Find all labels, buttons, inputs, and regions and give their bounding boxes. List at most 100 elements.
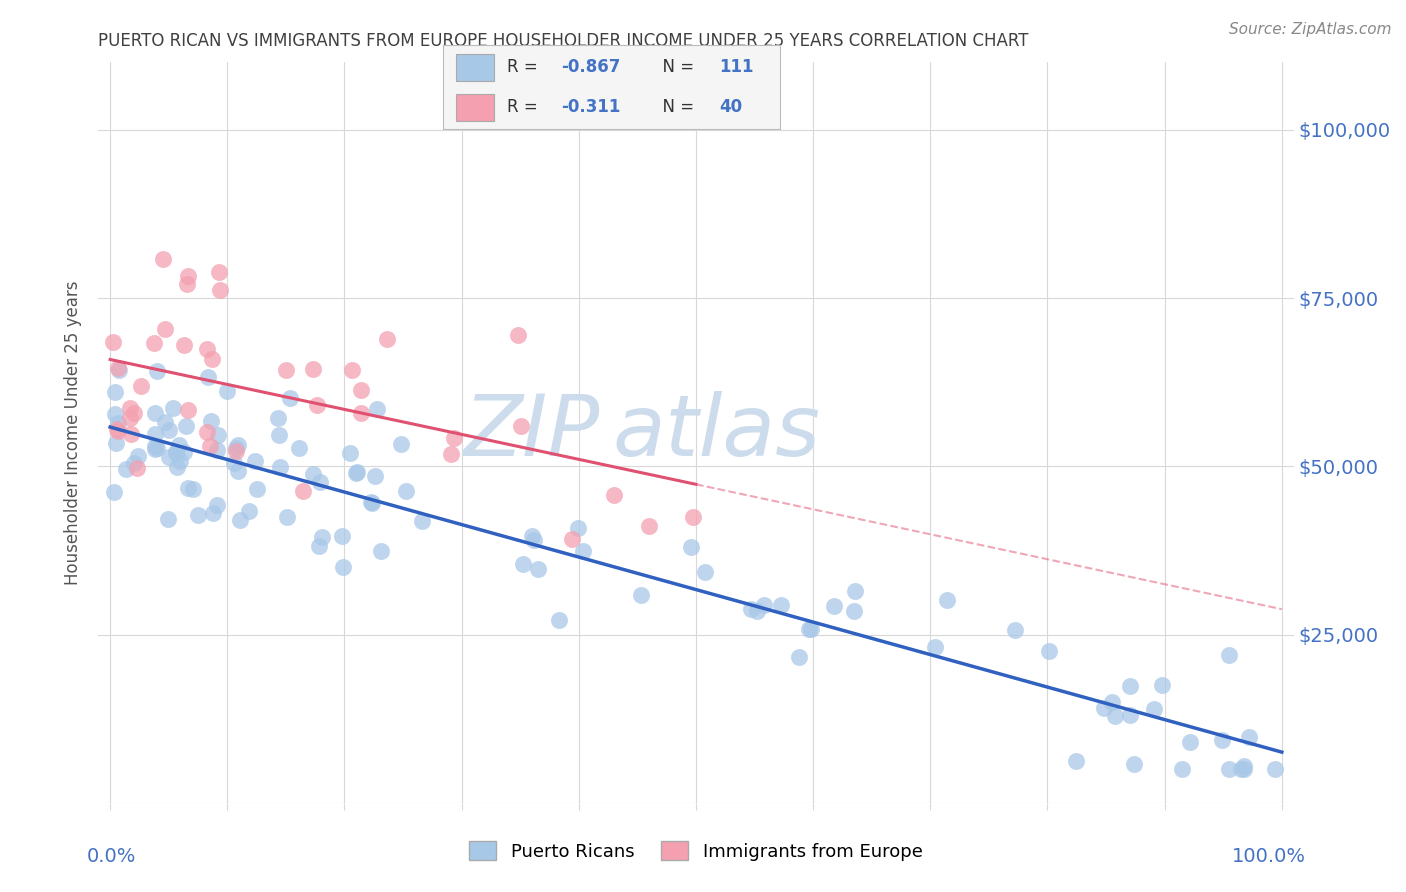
Point: [103, 485, 125, 500]
Point: [269, 428, 291, 442]
Point: [1218, 762, 1240, 776]
Point: [1118, 679, 1140, 693]
Point: [269, 460, 291, 475]
Point: [800, 622, 823, 636]
Point: [278, 391, 301, 405]
Point: [162, 401, 184, 415]
Point: [693, 565, 716, 579]
Point: [174, 419, 197, 434]
FancyBboxPatch shape: [457, 54, 494, 81]
Point: [411, 514, 433, 528]
Point: [346, 465, 368, 479]
Point: [292, 483, 315, 498]
Point: [208, 265, 231, 279]
Point: [1211, 732, 1233, 747]
Point: [177, 402, 200, 417]
Point: [302, 362, 325, 376]
Point: [1178, 734, 1201, 748]
Point: [153, 415, 176, 429]
Point: [1152, 678, 1174, 692]
Point: [572, 543, 595, 558]
Point: [1232, 758, 1254, 772]
Point: [143, 427, 166, 442]
Point: [349, 383, 371, 397]
Point: [104, 435, 127, 450]
Point: [142, 336, 165, 351]
Point: [121, 427, 143, 442]
Point: [1264, 762, 1286, 776]
Point: [344, 467, 367, 481]
Text: R =: R =: [508, 98, 543, 116]
Point: [209, 283, 232, 297]
Point: [173, 338, 195, 352]
Point: [146, 441, 169, 455]
Point: [226, 464, 249, 478]
Point: [547, 613, 569, 627]
Point: [200, 414, 222, 428]
Point: [844, 604, 866, 618]
Point: [104, 407, 127, 421]
Point: [332, 560, 354, 574]
Point: [225, 443, 247, 458]
Point: [238, 503, 260, 517]
Point: [443, 431, 465, 445]
Point: [173, 445, 195, 459]
Point: [115, 462, 138, 476]
Point: [195, 343, 218, 357]
Point: [330, 528, 353, 542]
Point: [603, 488, 626, 502]
Point: [638, 519, 661, 533]
Point: [127, 450, 149, 464]
Text: 40: 40: [720, 98, 742, 116]
Point: [935, 593, 957, 607]
Point: [177, 482, 200, 496]
Point: [308, 539, 330, 553]
Point: [395, 484, 418, 499]
FancyBboxPatch shape: [457, 94, 494, 120]
Point: [146, 364, 169, 378]
Point: [844, 584, 866, 599]
Point: [309, 475, 332, 489]
Point: [506, 327, 529, 342]
Point: [245, 454, 267, 468]
Point: [1101, 695, 1123, 709]
Point: [107, 424, 129, 438]
Point: [787, 649, 810, 664]
Point: [561, 533, 583, 547]
Text: ZIP: ZIP: [464, 391, 600, 475]
Point: [176, 277, 198, 291]
Point: [169, 453, 191, 467]
Point: [205, 498, 228, 512]
Point: [143, 406, 166, 420]
Y-axis label: Householder Income Under 25 years: Householder Income Under 25 years: [65, 280, 83, 585]
Point: [512, 557, 534, 571]
Point: [1143, 702, 1166, 716]
Point: [165, 445, 187, 459]
Point: [1170, 762, 1192, 776]
Legend: Puerto Ricans, Immigrants from Europe: Puerto Ricans, Immigrants from Europe: [463, 834, 929, 868]
Point: [1232, 762, 1254, 776]
Point: [924, 640, 946, 654]
Point: [799, 623, 821, 637]
Point: [361, 496, 384, 510]
Text: R =: R =: [508, 59, 543, 77]
Point: [276, 509, 298, 524]
Point: [103, 334, 125, 349]
Point: [108, 363, 131, 377]
Point: [187, 508, 209, 522]
Point: [288, 441, 311, 455]
Point: [350, 406, 373, 420]
Point: [118, 401, 141, 416]
Point: [181, 482, 204, 496]
Point: [153, 321, 176, 335]
Point: [120, 411, 142, 425]
Point: [143, 442, 166, 456]
Point: [301, 467, 323, 482]
Point: [1092, 701, 1115, 715]
Text: 100.0%: 100.0%: [1232, 847, 1306, 866]
Point: [127, 460, 149, 475]
Text: 0.0%: 0.0%: [87, 847, 136, 866]
Point: [201, 352, 224, 367]
Point: [440, 447, 463, 461]
Point: [527, 562, 550, 576]
